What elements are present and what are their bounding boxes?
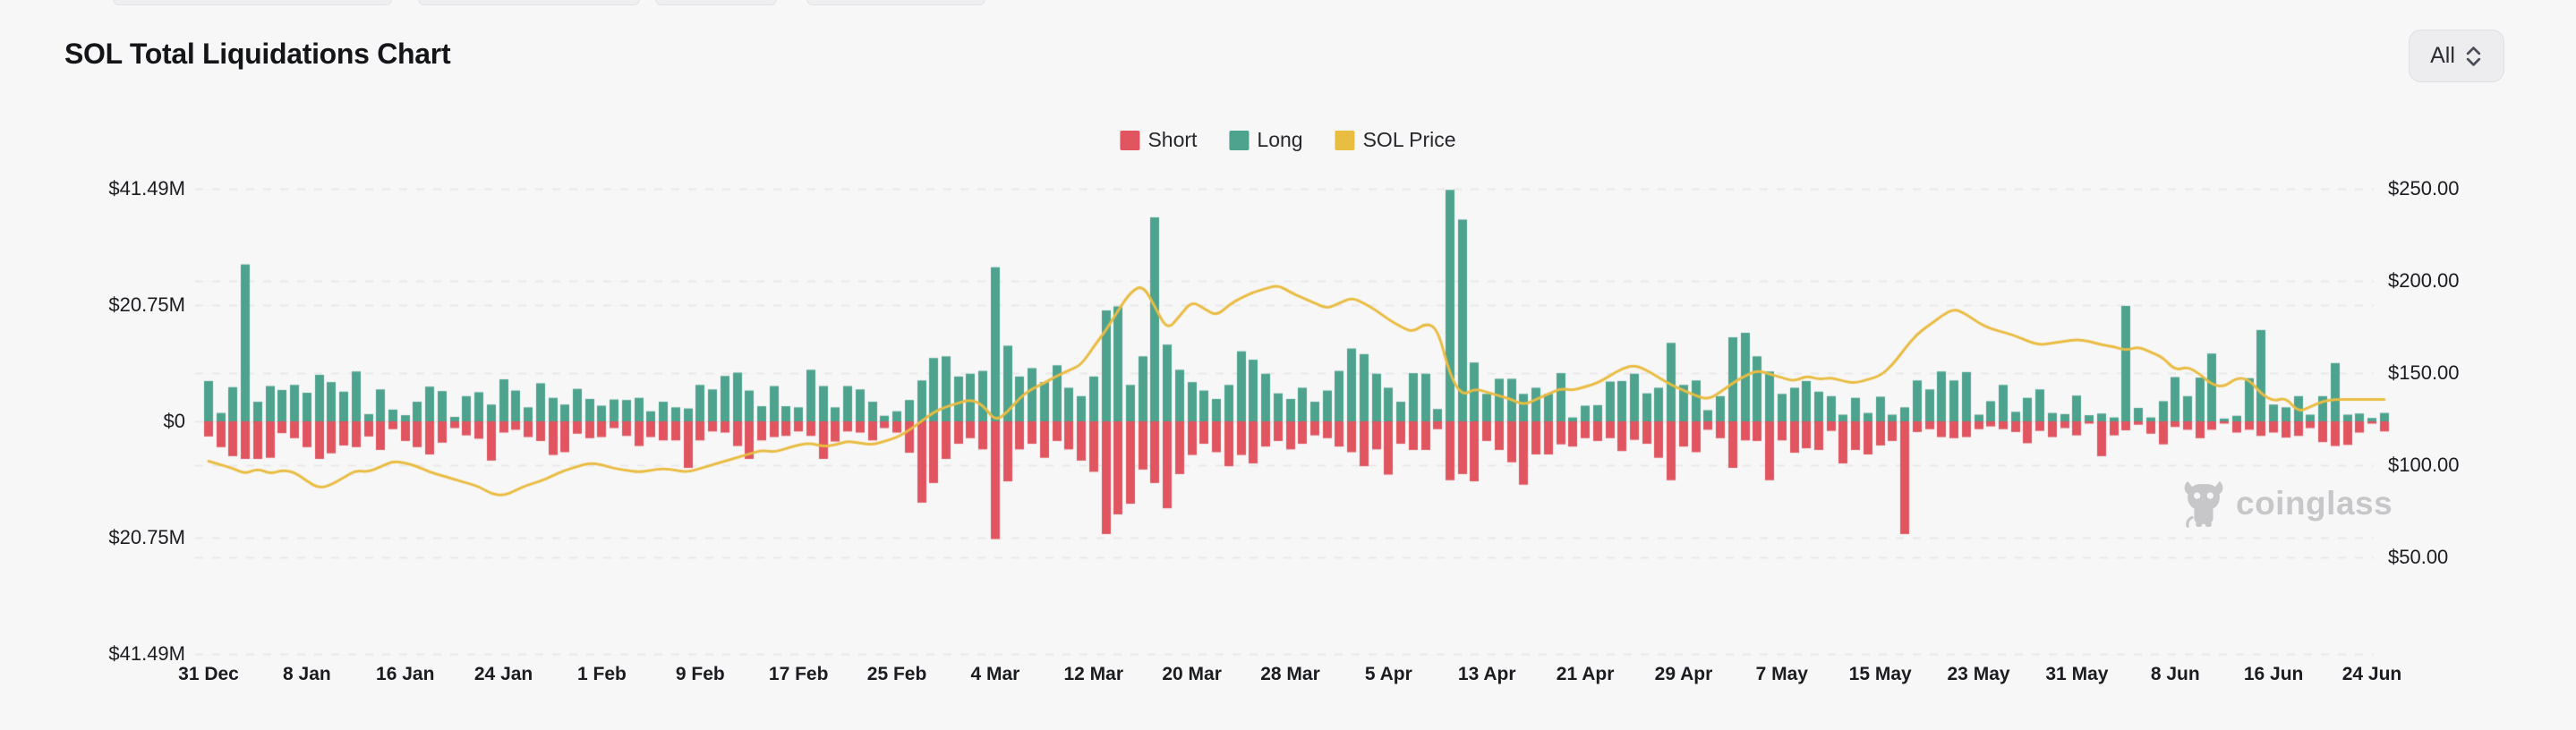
x-axis-tick: 9 Feb	[675, 664, 725, 684]
x-axis-tick: 20 Mar	[1162, 664, 1222, 684]
right-axis-tick: $200.00	[2388, 269, 2460, 292]
x-axis-tick: 8 Jun	[2150, 664, 2200, 684]
x-axis-tick: 12 Mar	[1063, 664, 1124, 684]
right-axis-tick: $50.00	[2388, 546, 2449, 568]
x-axis-tick: 13 Apr	[1457, 664, 1516, 684]
left-axis-tick: $0	[163, 410, 185, 432]
x-axis-tick: 28 Mar	[1260, 664, 1320, 684]
x-axis-tick: 31 May	[2045, 664, 2109, 684]
left-axis-tick: $41.49M	[108, 177, 185, 199]
x-axis-tick: 4 Mar	[970, 664, 1020, 684]
x-axis-tick: 25 Feb	[866, 664, 927, 684]
x-axis-tick: 24 Jan	[473, 664, 533, 684]
right-axis-tick: $100.00	[2388, 454, 2460, 476]
x-axis-tick: 31 Dec	[178, 664, 239, 684]
x-axis-tick: 24 Jun	[2341, 664, 2402, 684]
x-axis-tick: 29 Apr	[1654, 664, 1713, 684]
left-axis-tick: $20.75M	[108, 526, 185, 548]
right-axis-tick: $250.00	[2388, 177, 2460, 199]
x-axis-tick: 7 May	[1755, 664, 1808, 684]
x-axis-tick: 21 Apr	[1556, 664, 1615, 684]
x-axis-tick: 23 May	[1947, 664, 2010, 684]
x-axis-tick: 17 Feb	[768, 664, 829, 684]
x-axis-tick: 1 Feb	[577, 664, 627, 684]
x-axis-tick: 16 Jun	[2243, 664, 2304, 684]
x-axis-tick: 8 Jan	[283, 664, 331, 684]
right-axis-tick: $150.00	[2388, 361, 2460, 384]
x-axis-tick: 15 May	[1848, 664, 1912, 684]
left-axis-tick: $20.75M	[108, 293, 185, 316]
left-axis-tick: $41.49M	[108, 642, 185, 665]
x-axis-tick: 16 Jan	[376, 664, 435, 684]
x-axis-tick: 5 Apr	[1364, 664, 1412, 684]
